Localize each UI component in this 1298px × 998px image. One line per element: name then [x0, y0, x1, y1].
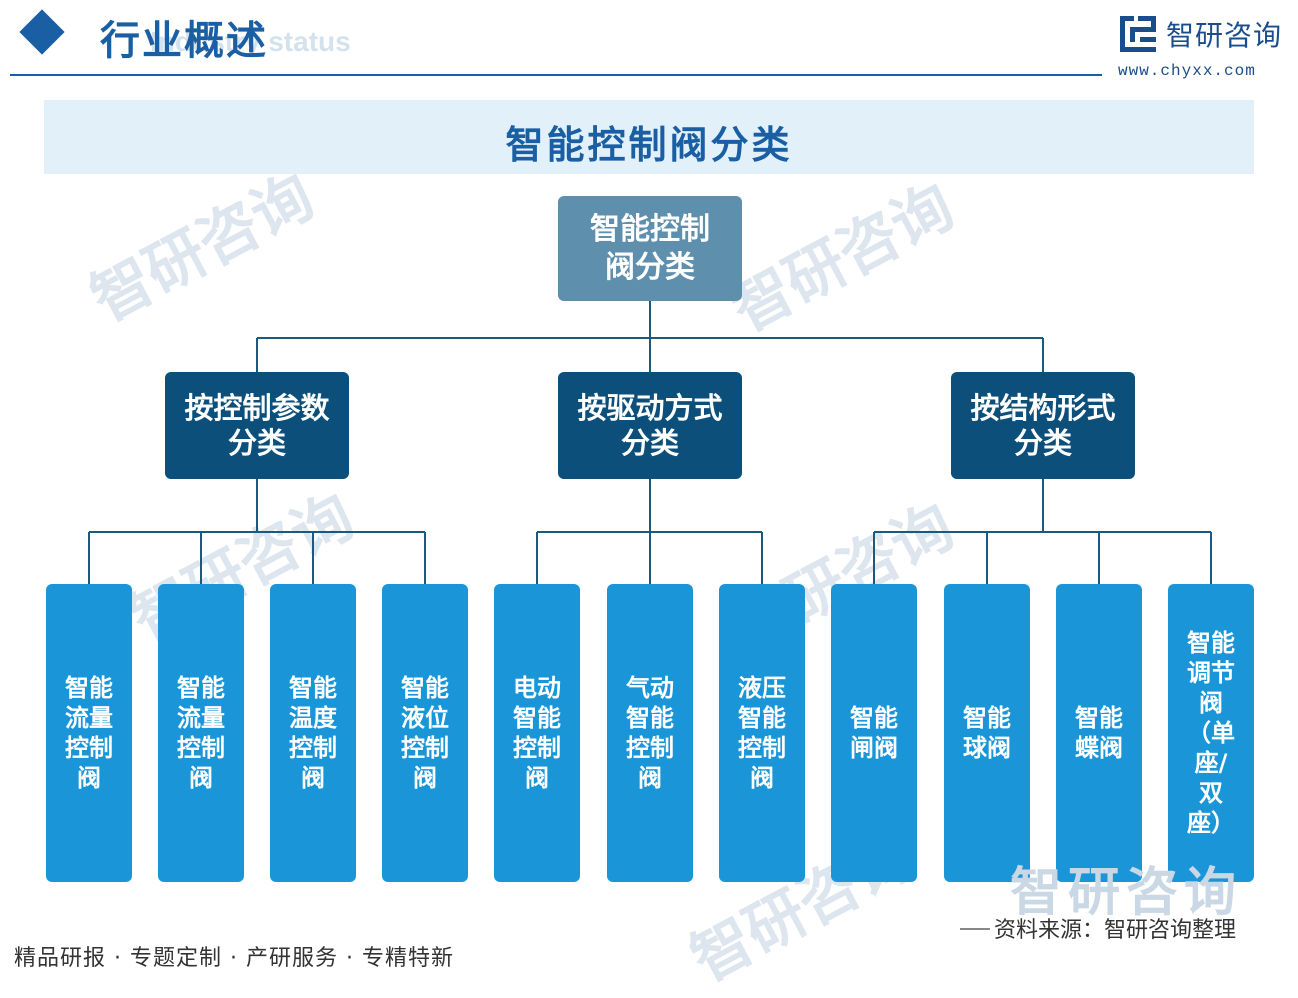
leaf-node: 智能液位控制阀 — [382, 584, 468, 882]
group-node-structure-form: 按结构形式分类 — [951, 372, 1135, 479]
header-ghost-text: Industry status — [150, 26, 351, 57]
group-node-label: 按结构形式分类 — [970, 390, 1116, 460]
leaf-node: 智能流量控制阀 — [46, 584, 132, 882]
root-node-label: 智能控制阀分类 — [590, 211, 710, 285]
leaf-node: 智能调节阀（单座/双座） — [1168, 584, 1254, 882]
leaf-node: 液压智能控制阀 — [719, 584, 805, 882]
leaf-node-label: 智能流量控制阀 — [177, 674, 225, 792]
banner-title: 智能控制阀分类 — [505, 123, 793, 167]
leaf-node: 智能流量控制阀 — [158, 584, 244, 882]
leaf-node-label: 气动智能控制阀 — [626, 674, 674, 792]
leaf-node: 智能球阀 — [944, 584, 1030, 882]
root-node: 智能控制阀分类 — [558, 196, 742, 301]
footer-tagline: 精品研报 · 专题定制 · 产研服务 · 专精特新 — [14, 946, 454, 971]
leaf-node-label: 智能球阀 — [963, 704, 1011, 762]
leaf-node: 智能蝶阀 — [1056, 584, 1142, 882]
leaf-node: 智能闸阀 — [831, 584, 917, 882]
leaf-node: 电动智能控制阀 — [494, 584, 580, 882]
leaf-node-label: 电动智能控制阀 — [513, 674, 561, 792]
leaf-node-label: 智能液位控制阀 — [401, 674, 449, 792]
leaf-node-label: 智能蝶阀 — [1075, 704, 1123, 762]
brand-url: www.chyxx.com — [1118, 62, 1256, 80]
group-node-label: 按控制参数分类 — [184, 390, 330, 460]
leaf-node-label: 智能温度控制阀 — [289, 674, 337, 792]
title-banner: 智能控制阀分类 — [44, 100, 1254, 174]
leaf-node: 智能温度控制阀 — [270, 584, 356, 882]
group-node-label: 按驱动方式分类 — [577, 390, 723, 460]
leaf-node-label: 智能调节阀（单座/双座） — [1187, 629, 1235, 837]
page-title: 行业概述 — [100, 18, 268, 64]
brand-logo-icon — [1120, 16, 1156, 52]
brand-name: 智研咨询 — [1166, 19, 1283, 52]
group-node-drive-mode: 按驱动方式分类 — [558, 372, 742, 479]
leaf-node: 气动智能控制阀 — [607, 584, 693, 882]
tree-connectors — [88, 301, 1212, 584]
leaf-node-label: 智能流量控制阀 — [65, 674, 113, 792]
footer-source-dash — [960, 928, 990, 930]
group-node-control-parameter: 按控制参数分类 — [165, 372, 349, 479]
leaf-node-label: 智能闸阀 — [850, 704, 898, 762]
leaf-node-label: 液压智能控制阀 — [738, 674, 786, 792]
source-note: 资料来源：智研咨询整理 — [994, 918, 1237, 943]
header-divider — [10, 74, 1102, 76]
bottom-brand-watermark: 智研咨询 — [1010, 863, 1243, 923]
